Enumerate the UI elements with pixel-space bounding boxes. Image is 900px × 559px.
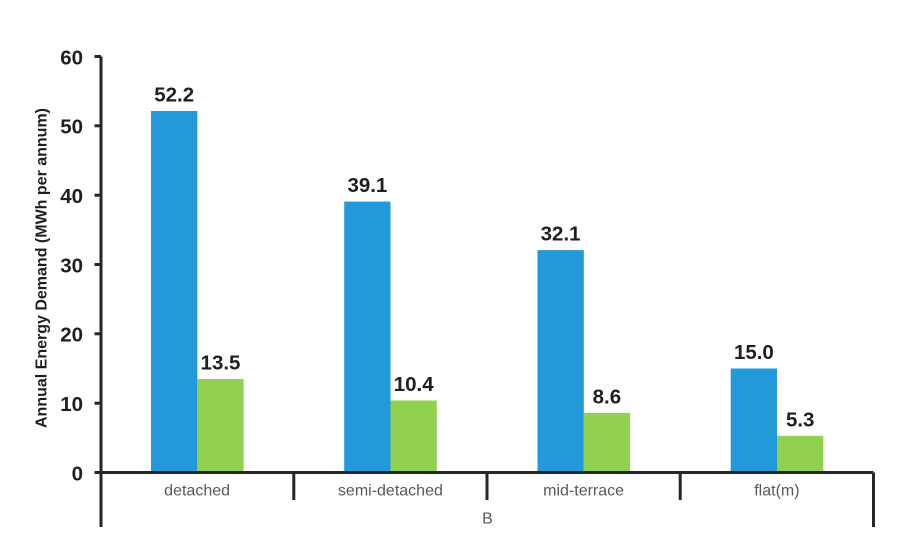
svg-text:40: 40: [60, 185, 83, 208]
svg-text:13.5: 13.5: [201, 352, 241, 375]
svg-text:10: 10: [60, 393, 83, 416]
svg-text:50: 50: [60, 116, 83, 139]
svg-text:detached: detached: [164, 483, 230, 500]
svg-text:flat(m): flat(m): [754, 483, 799, 500]
svg-text:0: 0: [72, 462, 83, 485]
svg-text:32.1: 32.1: [541, 223, 581, 246]
svg-text:semi-detached: semi-detached: [338, 483, 443, 500]
svg-text:20: 20: [60, 324, 83, 347]
svg-text:30: 30: [60, 254, 83, 277]
svg-text:B: B: [482, 511, 493, 528]
svg-text:15.0: 15.0: [734, 341, 774, 364]
svg-text:8.6: 8.6: [593, 385, 622, 408]
svg-text:60: 60: [60, 46, 83, 69]
svg-text:mid-terrace: mid-terrace: [543, 483, 624, 500]
svg-text:10.4: 10.4: [394, 373, 434, 396]
svg-text:39.1: 39.1: [347, 174, 387, 197]
svg-text:Annual Energy Demand (MWh per: Annual Energy Demand (MWh per annum): [34, 108, 51, 428]
svg-text:5.3: 5.3: [786, 408, 815, 431]
svg-text:52.2: 52.2: [154, 84, 194, 107]
